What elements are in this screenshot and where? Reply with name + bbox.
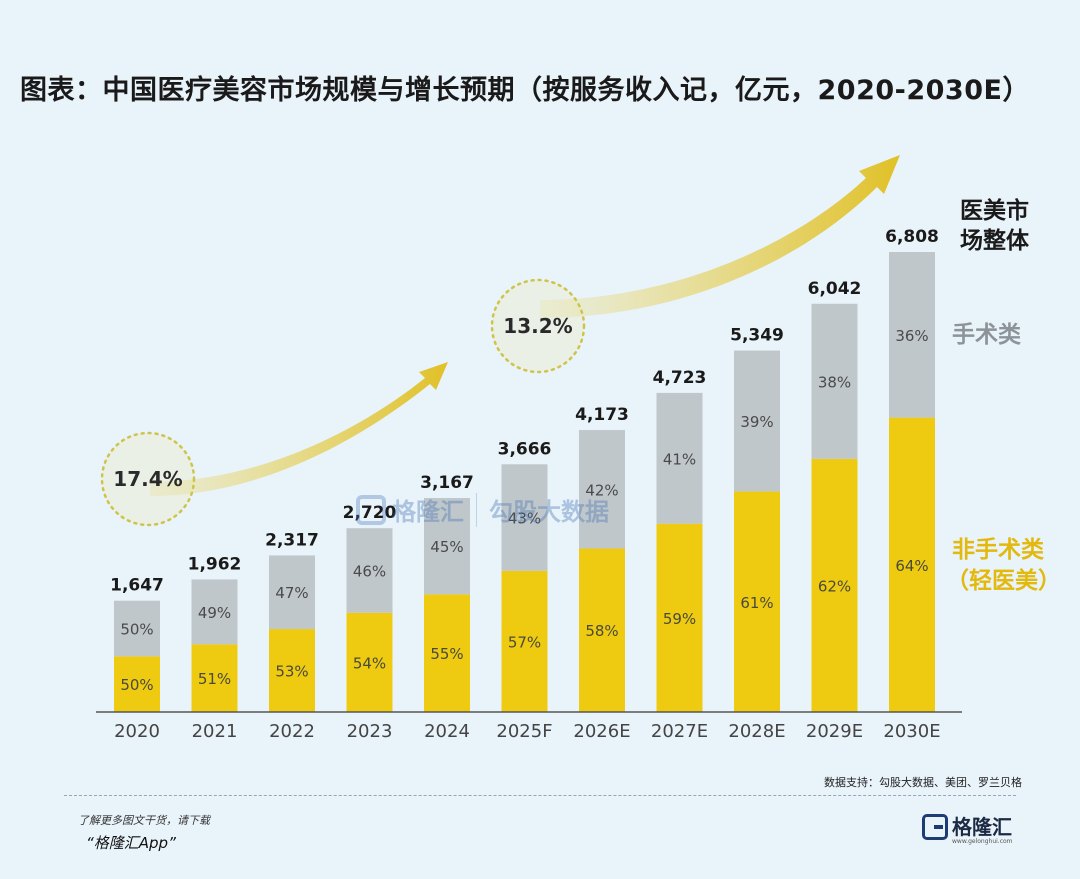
data-label-total: 6,808 bbox=[885, 227, 939, 247]
data-label-nonsurgical: 54% bbox=[353, 654, 386, 672]
bar-nonsurgical bbox=[656, 523, 703, 712]
x-tick-label: 2026E bbox=[573, 721, 630, 742]
data-label-surgical: 43% bbox=[508, 510, 541, 528]
data-label-total: 1,962 bbox=[188, 554, 242, 574]
bar-nonsurgical bbox=[424, 594, 470, 712]
data-label-total: 4,723 bbox=[653, 368, 707, 388]
data-label-total: 3,666 bbox=[498, 439, 552, 459]
data-label-surgical: 36% bbox=[895, 327, 928, 345]
data-label-nonsurgical: 55% bbox=[430, 645, 463, 663]
data-label-nonsurgical: 59% bbox=[663, 610, 696, 628]
data-label-total: 5,349 bbox=[730, 326, 784, 346]
bar-nonsurgical bbox=[114, 656, 160, 712]
bar-surgical bbox=[656, 392, 703, 524]
data-label-nonsurgical: 51% bbox=[198, 670, 231, 688]
x-tick-label: 2028E bbox=[728, 721, 785, 742]
footer-note: 了解更多图文干货，请下载 bbox=[78, 814, 210, 827]
x-tick-label: 2029E bbox=[806, 721, 863, 742]
data-label-nonsurgical: 62% bbox=[818, 577, 851, 595]
bar-surgical bbox=[269, 555, 315, 630]
data-label-nonsurgical: 61% bbox=[740, 594, 773, 612]
growth-circle-2 bbox=[490, 278, 586, 374]
x-tick-label: 2023 bbox=[347, 721, 393, 742]
data-label-total: 2,317 bbox=[265, 530, 319, 550]
data-label-total: 6,042 bbox=[808, 279, 862, 299]
data-label-total: 2,720 bbox=[343, 503, 397, 523]
bar-nonsurgical bbox=[889, 417, 935, 712]
data-label-surgical: 45% bbox=[430, 538, 463, 556]
watermark-site: 勾股大数据 bbox=[489, 498, 609, 526]
data-source: 数据支持：勾股大数据、美团、罗兰贝格 bbox=[824, 776, 1022, 789]
data-label-surgical: 47% bbox=[275, 584, 308, 602]
data-label-total: 1,647 bbox=[110, 576, 164, 596]
growth-arrow-1 bbox=[150, 362, 448, 496]
x-tick-label: 2020 bbox=[114, 721, 160, 742]
data-label-total: 4,173 bbox=[575, 405, 629, 425]
legend-surgical-label: 手术类 bbox=[952, 322, 1021, 348]
bar-surgical bbox=[346, 528, 393, 613]
bar-surgical bbox=[501, 464, 548, 571]
data-label-surgical: 39% bbox=[740, 413, 773, 431]
data-label-surgical: 41% bbox=[663, 450, 696, 468]
bar-surgical bbox=[734, 350, 780, 492]
chart-title: 图表：中国医疗美容市场规模与增长预期（按服务收入记，亿元，2020-2030E） bbox=[20, 75, 1030, 106]
watermark-logo-icon bbox=[356, 494, 386, 525]
bar-nonsurgical bbox=[346, 612, 393, 712]
bar-nonsurgical bbox=[269, 629, 315, 712]
data-label-nonsurgical: 50% bbox=[120, 676, 153, 694]
bar-nonsurgical bbox=[811, 458, 858, 712]
x-tick-label: 2024 bbox=[424, 721, 470, 742]
bar-surgical bbox=[114, 600, 160, 657]
data-label-surgical: 38% bbox=[818, 373, 851, 391]
data-label-nonsurgical: 57% bbox=[508, 633, 541, 651]
watermark: 格隆汇 勾股大数据 bbox=[356, 492, 609, 527]
footer-divider bbox=[64, 795, 1016, 796]
bar-nonsurgical bbox=[579, 548, 625, 712]
legend-total-label: 场整体 bbox=[960, 227, 1030, 254]
watermark-brand: 格隆汇 bbox=[392, 498, 464, 526]
footer-app-name: “格隆汇App” bbox=[86, 834, 176, 852]
x-tick-label: 2030E bbox=[883, 721, 940, 742]
bar-surgical bbox=[191, 579, 238, 645]
data-label-nonsurgical: 64% bbox=[895, 557, 928, 575]
logo-text: 格隆汇 bbox=[952, 815, 1012, 839]
growth-arrow-2 bbox=[540, 155, 900, 318]
bar-nonsurgical bbox=[501, 570, 548, 712]
legend-nonsurgical-label: 非手术类 bbox=[952, 537, 1044, 563]
logo-icon bbox=[922, 814, 948, 840]
growth-circle-1 bbox=[100, 431, 196, 527]
x-tick-label: 2022 bbox=[269, 721, 315, 742]
data-label-surgical: 50% bbox=[120, 621, 153, 639]
growth-rate-label: 17.4% bbox=[113, 467, 182, 491]
legend-nonsurgical-label: （轻医美） bbox=[946, 567, 1061, 594]
data-label-nonsurgical: 53% bbox=[275, 663, 308, 681]
legend-total-label: 医美市 bbox=[960, 197, 1029, 224]
x-tick-label: 2027E bbox=[651, 721, 708, 742]
bar-surgical bbox=[579, 430, 625, 549]
gelonghui-logo: 格隆汇 www.gelonghui.com bbox=[922, 814, 1013, 845]
bar-surgical bbox=[424, 498, 470, 595]
data-label-nonsurgical: 58% bbox=[585, 622, 618, 640]
bar-surgical bbox=[811, 303, 858, 459]
data-label-total: 3,167 bbox=[420, 473, 474, 493]
growth-rate-label: 13.2% bbox=[503, 314, 572, 338]
data-label-surgical: 46% bbox=[353, 562, 386, 580]
data-label-surgical: 49% bbox=[198, 604, 231, 622]
x-tick-label: 2025F bbox=[496, 721, 552, 742]
data-label-surgical: 42% bbox=[585, 481, 618, 499]
bar-nonsurgical bbox=[734, 491, 780, 712]
logo-url: www.gelonghui.com bbox=[952, 838, 1013, 845]
bar-surgical bbox=[889, 252, 935, 418]
x-tick-label: 2021 bbox=[192, 721, 238, 742]
bar-nonsurgical bbox=[191, 644, 238, 712]
